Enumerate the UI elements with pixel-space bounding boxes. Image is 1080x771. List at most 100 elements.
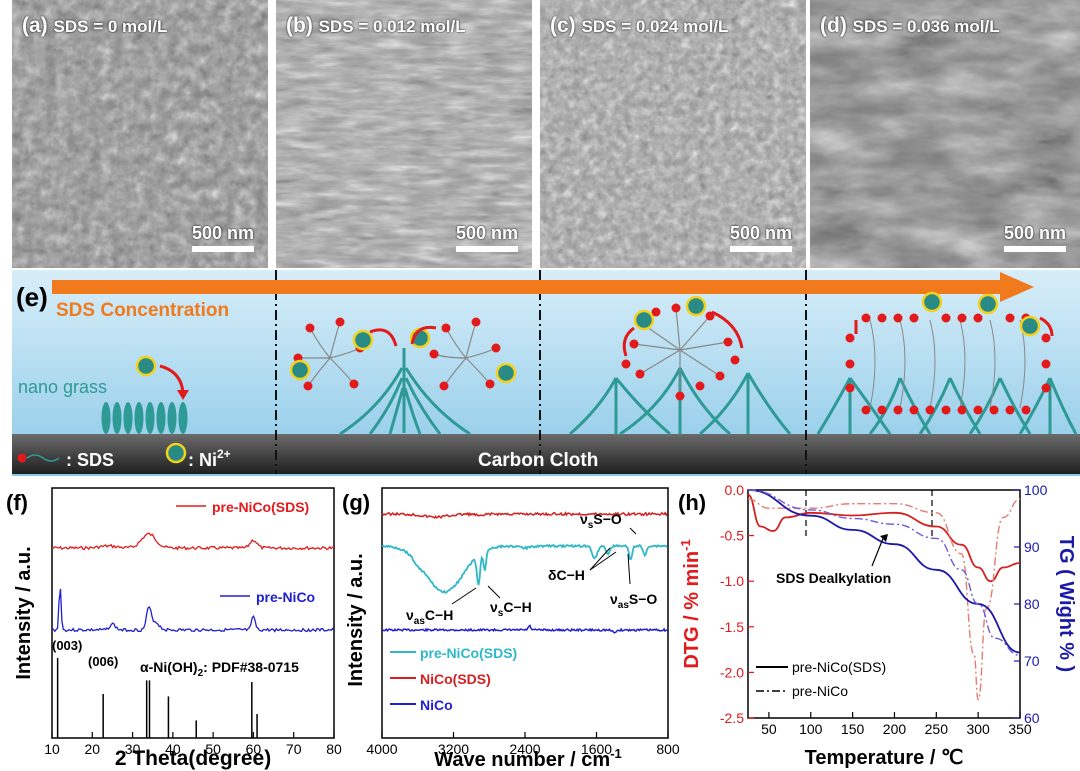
schematic-e: (e) SDS Concentration nano grass [12,270,1080,476]
legend-ni: : Ni2+ [165,442,231,470]
sem-image-d [810,0,1080,268]
xtick-label-f: 80 [326,741,342,757]
series-pre-nico-sds-g [381,543,668,594]
xtick-label-h: 350 [1008,721,1032,737]
peak-006: (006) [88,654,118,669]
ticks-h: 50 100 150 200 250 300 350 0.0 -0.5 -1.0 -1.5 -2.0 -… [720,482,1048,737]
legend-sds: : SDS [17,450,114,470]
xtick-label-g: 2400 [509,741,540,757]
concentration-arrow [52,272,1034,302]
annotation-arrow [871,535,885,567]
ytick-right-label-h: 80 [1024,596,1040,612]
ann-vas-so: νasS−O [610,591,657,611]
micelle-stage-3 [633,307,729,394]
carbon-cloth [12,434,1080,474]
legend-f-nico: pre-NiCo [256,589,315,605]
ytick-left-label-h: -1.0 [720,573,744,589]
sem-panel-d: (d) SDS = 0.036 mol/L 500 nm [810,0,1080,268]
series-pre-nico-f [51,588,335,633]
xtick-label-f: 60 [246,741,262,757]
label-h: (h) [678,490,706,515]
xtick-label-f: 50 [205,741,221,757]
series-nico-sds-g [381,511,668,520]
xtick-label-g: 3200 [438,741,469,757]
scale-bar-d: 500 nm [1003,223,1066,252]
legend-h: pre-NiCo(SDS) pre-NiCo [756,659,886,699]
nano-grass-label: nano grass [18,377,107,397]
svg-text:NiCo(SDS): NiCo(SDS) [420,671,491,687]
sds-heads-stage-4 [845,313,1051,415]
sem-label-d: (d) SDS = 0.036 mol/L [820,14,1000,37]
xtick-label-g: 1600 [581,741,612,757]
ni-ion-2d [495,362,517,384]
reference-sticks-f [56,658,258,738]
ytick-left-label-h: 0.0 [725,482,745,498]
carbon-cloth-label: Carbon Cloth [478,450,598,471]
annotation-leaders-g [451,527,637,605]
ytick-left-label-h: -1.5 [720,619,744,635]
ann-vs-so: νsS−O [580,511,622,531]
sem-image-a [12,0,268,268]
ytick-left-label-h: -2.0 [720,664,744,680]
xtick-label-f: 20 [84,741,100,757]
plot-frame-f [51,487,335,739]
xtick-label-g: 4000 [366,741,397,757]
sem-panel-b: (b) SDS = 0.012 mol/L 500 nm [276,0,532,268]
svg-text:pre-NiCo: pre-NiCo [792,683,848,699]
xtick-label-h: 100 [799,721,823,737]
nano-grass [101,402,188,434]
scale-bar-a: 500 nm [191,223,254,252]
ann-delta-ch: δC−H [548,567,585,583]
label-e: (e) [16,282,48,312]
arrow-label: SDS Concentration [56,300,229,321]
xtick-label-f: 70 [286,741,302,757]
svg-text:pre-NiCo(SDS): pre-NiCo(SDS) [792,659,886,675]
xticks-g: 4000 3200 2400 1600 800 [366,732,680,757]
sem-image-c [540,0,806,268]
sds-heads-right [429,317,501,391]
ylabel-right-h: TG ( Wight % ) [1055,536,1077,672]
sem-label-a: (a) SDS = 0 mol/L [22,14,168,37]
xlabel-f: 2 Theta(degree) [115,747,271,770]
panel-f-xrd: (f) Intensity / a.u. 2 Theta(degree) 10 2… [6,487,342,770]
cluster-stage-2 [339,348,471,436]
reference-label: α-Ni(OH)2: PDF#38-0715 [140,659,299,679]
svg-text:: Ni2+: : Ni2+ [188,447,231,470]
scale-bar-b: 500 nm [455,223,518,252]
ann-vas-ch: νasC−H [406,607,453,627]
ytick-left-label-h: -2.5 [720,710,744,726]
xtick-label-h: 150 [841,721,865,737]
xtick-label-f: 10 [44,741,60,757]
cluster-stage-3 [569,367,792,436]
label-g: (g) [342,490,370,515]
xtick-label-f: 40 [165,741,181,757]
ni-ion-4b [977,293,999,315]
panel-g-ftir: (g) Intensity / a.u. Wave number / cm-1 … [342,487,680,771]
svg-text:: SDS: : SDS [66,450,114,470]
sem-label-c: (c) SDS = 0.024 mol/L [550,14,729,37]
ni-ion-4c [1019,315,1041,337]
ylabel-f: Intensity / a.u. [13,546,35,679]
ytick-right-label-h: 70 [1024,653,1040,669]
sem-image-b [276,0,532,268]
panel-h-tga: (h) DTG / % min-1 TG ( Wight % ) Tempera… [678,482,1077,769]
label-f: (f) [6,490,28,515]
xlabel-g: Wave number / cm-1 [434,746,622,771]
ni-ion-2a [352,329,374,351]
xtick-label-h: 50 [761,721,777,737]
ni-ion-3b [685,295,707,317]
xtick-label-g: 800 [656,741,680,757]
series-dtg-pre-nico-sds [747,493,1021,583]
ni-ion-3a [633,309,655,331]
series-pre-nico-sds-f [51,532,335,551]
ni-ion [135,355,157,377]
peak-003: (003) [52,638,82,653]
svg-text:NiCo: NiCo [420,697,453,713]
sem-label-b: (b) SDS = 0.012 mol/L [286,14,466,37]
ann-vs-ch: νsC−H [490,599,532,619]
xtick-label-h: 250 [925,721,949,737]
micelle-stage-4 [869,319,1026,409]
xtick-label-h: 300 [966,721,990,737]
stage-dividers [275,270,807,474]
xtick-label-h: 200 [883,721,907,737]
